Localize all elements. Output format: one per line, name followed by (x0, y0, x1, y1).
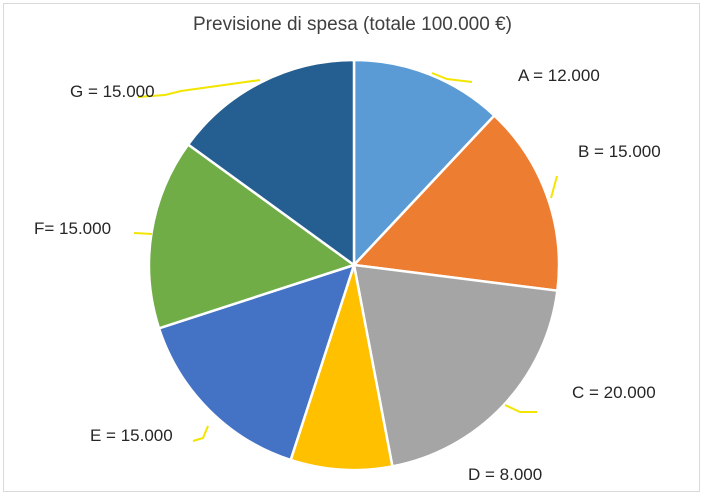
data-label-f: F= 15.000 (34, 219, 111, 238)
leader-line-f (133, 232, 153, 235)
data-label-g: G = 15.000 (70, 82, 155, 101)
data-labels: A = 12.000 B = 15.000 C = 20.000 D = 8.000 E… (34, 66, 661, 484)
pie-slice-b (352, 114, 561, 292)
leader-lines (133, 72, 558, 442)
pie-slice-a (352, 58, 496, 267)
data-label-e: E = 15.000 (90, 426, 173, 445)
pie-slice-f (147, 143, 356, 330)
data-label-a: A = 12.000 (518, 66, 600, 85)
pie-slices (147, 58, 561, 472)
leader-line-c (504, 404, 537, 413)
pie-slice-d (289, 263, 394, 472)
pie-slice-g (186, 58, 356, 267)
pie-slice-c (352, 263, 559, 468)
data-label-d: D = 8.000 (468, 465, 542, 484)
leader-line-b (550, 175, 558, 199)
leader-line-g (137, 79, 261, 98)
leader-line-e (192, 425, 209, 442)
chart-title: Previsione di spesa (totale 100.000 €) (193, 14, 512, 35)
data-label-b: B = 15.000 (578, 142, 661, 161)
leader-line-a (431, 72, 473, 83)
data-label-c: C = 20.000 (572, 383, 656, 402)
